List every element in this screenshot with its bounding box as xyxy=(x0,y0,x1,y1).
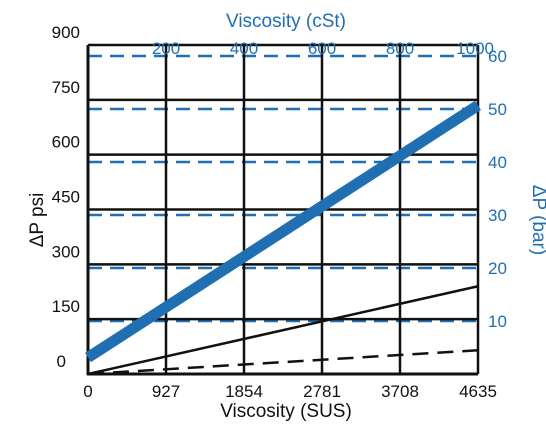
y-axis-title: ΔP psi xyxy=(27,193,48,248)
x-tick-label: 3708 xyxy=(381,382,419,401)
x2-tick-label: 600 xyxy=(308,39,336,58)
grid xyxy=(86,43,480,376)
series-line-2 xyxy=(87,348,479,376)
y2-tick-label: 60 xyxy=(488,47,507,66)
y-tick-label: 900 xyxy=(52,23,80,42)
x2-tick-label: 800 xyxy=(386,39,414,58)
series-line-0 xyxy=(85,100,481,363)
tick-labels: 0 927 1854 2781 3708 4635 0 150 300 450 600 750 900 2… xyxy=(52,23,507,401)
y-tick-label: 750 xyxy=(52,78,80,97)
x-tick-label: 1854 xyxy=(225,382,263,401)
x2-axis-title: Viscosity (cSt) xyxy=(226,11,346,32)
x2-tick-label: 200 xyxy=(152,39,180,58)
y2-tick-label: 10 xyxy=(488,312,507,331)
y-tick-label: 600 xyxy=(52,133,80,152)
series-line-1 xyxy=(87,285,479,376)
y-tick-label: 450 xyxy=(52,188,80,207)
series-layer xyxy=(85,100,481,376)
x-tick-label: 927 xyxy=(152,382,180,401)
x-tick-label: 2781 xyxy=(303,382,341,401)
x-tick-label: 4635 xyxy=(459,382,497,401)
x-axis-title: Viscosity (SUS) xyxy=(220,401,352,422)
y2-tick-label: 50 xyxy=(488,100,507,119)
y-tick-label: 0 xyxy=(57,352,66,371)
y2-tick-label: 30 xyxy=(488,206,507,225)
x-tick-label: 0 xyxy=(83,382,92,401)
y2-tick-label: 40 xyxy=(488,153,507,172)
x2-tick-label: 1000 xyxy=(456,39,494,58)
y2-axis-title: ΔP (bar) xyxy=(528,185,546,255)
x2-tick-label: 400 xyxy=(230,39,258,58)
y-tick-label: 300 xyxy=(52,242,80,261)
y2-tick-label: 20 xyxy=(488,259,507,278)
y-tick-label: 150 xyxy=(52,297,80,316)
